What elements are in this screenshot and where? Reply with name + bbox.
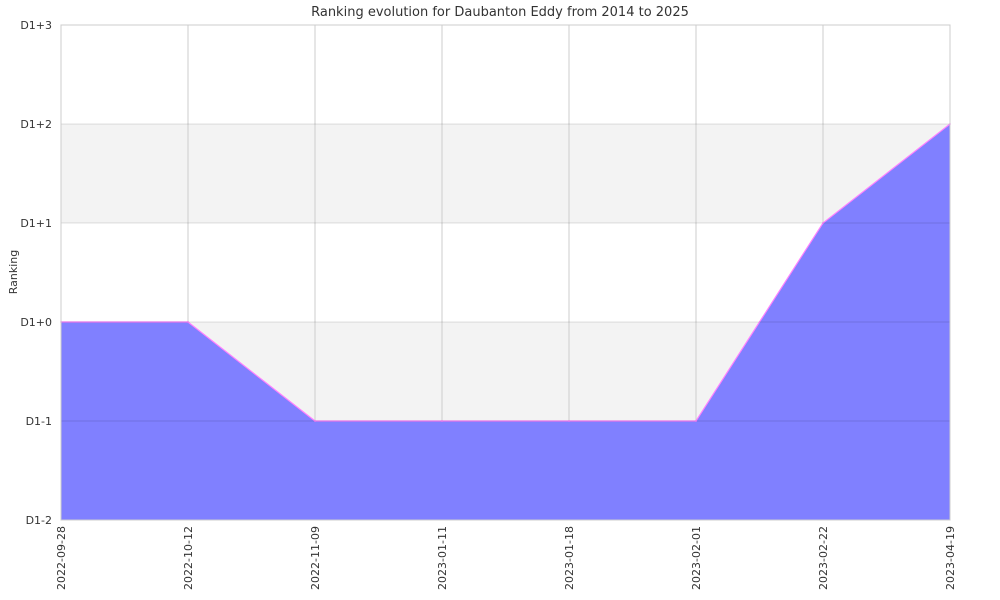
x-tick-label: 2022-10-12 [182, 526, 195, 590]
area-fill [61, 124, 950, 520]
y-tick-label: D1+3 [20, 19, 52, 32]
y-tick-label: D1-2 [26, 514, 52, 527]
y-tick-label: D1+0 [20, 316, 52, 329]
data-point [568, 420, 570, 422]
y-tick-label: D1+1 [20, 217, 52, 230]
x-tick-label: 2022-11-09 [309, 526, 322, 590]
data-point [822, 222, 824, 224]
data-point [695, 420, 697, 422]
series-line [61, 123, 951, 422]
data-point [314, 420, 316, 422]
x-tick-label: 2023-01-11 [436, 526, 449, 590]
y-axis-label: Ranking [7, 250, 20, 295]
band-3 [61, 124, 950, 223]
x-tick-label: 2023-01-18 [563, 526, 576, 590]
band-4 [61, 25, 950, 124]
x-tick-label: 2022-09-28 [55, 526, 68, 590]
y-tick-label: D1+2 [20, 118, 52, 131]
plot-frame [60, 24, 951, 521]
y-tick-label: D1-1 [26, 415, 52, 428]
x-tick-label: 2023-02-01 [690, 526, 703, 590]
y-tick-labels: D1-2 D1-1 D1+0 D1+1 D1+2 D1+3 [20, 19, 52, 527]
data-point [187, 321, 189, 323]
x-tick-label: 2023-04-19 [944, 526, 957, 590]
plot-border [60, 24, 951, 521]
data-point [441, 420, 443, 422]
x-tick-label: 2023-02-22 [817, 526, 830, 590]
chart-title: Ranking evolution for Daubanton Eddy fro… [311, 5, 689, 20]
x-tick-labels: 2022-09-28 2022-10-12 2022-11-09 2023-01-11… [55, 526, 957, 590]
